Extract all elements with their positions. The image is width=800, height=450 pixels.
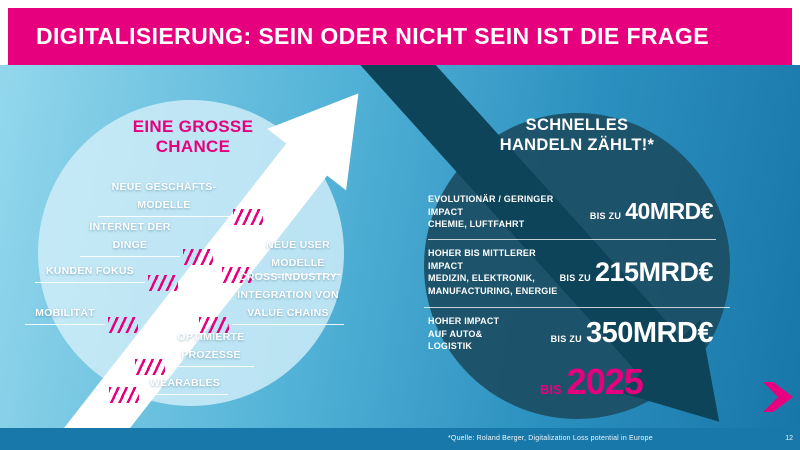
value-amount: 350MRD€	[585, 317, 714, 350]
chance-item: NEUE USER MODELLE	[222, 235, 341, 283]
forward-chevron-icon	[763, 382, 793, 412]
main-canvas: EINE GROSSE CHANCE NEUE GESCHÄFTS- MODEL…	[0, 65, 800, 450]
value-prefix: BIS ZU	[550, 334, 582, 345]
impact-row: HOHER BIS MITTLERER IMPACT MEDIZIN, ELEK…	[428, 247, 714, 297]
slash-marks-icon	[233, 209, 263, 225]
footer-bar: *Quelle: Roland Berger, Digitalization L…	[0, 428, 800, 450]
chance-item-label: NEUE GESCHÄFTS- MODELLE	[111, 181, 217, 211]
impact-row: EVOLUTIONÄR / GERINGER IMPACT CHEMIE, LU…	[428, 193, 713, 231]
slash-marks-icon	[199, 317, 229, 333]
value-prefix: BIS ZU	[559, 272, 591, 283]
slash-marks-icon	[108, 317, 138, 333]
value-amount: 40MRD€	[625, 198, 713, 225]
slash-marks-icon	[148, 275, 178, 291]
value-prefix: BIS ZU	[589, 211, 622, 222]
chance-item: NEUE GESCHÄFTS- MODELLE	[98, 177, 263, 225]
slash-marks-icon	[135, 359, 165, 375]
chance-item-label: WEARABLES	[149, 377, 221, 389]
chance-item: OPTIMIERTE PROZESSE	[135, 327, 254, 375]
chance-item: INTERNET DER DINGE	[80, 217, 213, 265]
value-amount: 215MRD€	[594, 256, 714, 287]
chance-item-label: CROSS-INDUSTRY INTEGRATION VON VALUE CHA…	[237, 271, 339, 319]
chance-item: CROSS-INDUSTRY INTEGRATION VON VALUE CHA…	[199, 267, 344, 333]
deadline: BIS 2025	[540, 361, 644, 403]
chance-heading: EINE GROSSE CHANCE	[132, 117, 254, 157]
page-number: 12	[785, 435, 793, 442]
row-divider	[424, 307, 730, 308]
impact-row-value: BIS ZU 40MRD€	[589, 198, 714, 225]
impact-row: HOHER IMPACT AUF AUTO& LOGISTIK BIS ZU 3…	[428, 315, 714, 353]
slash-marks-icon	[222, 267, 252, 283]
impact-heading: SCHNELLES HANDELN ZÄHLT!*	[499, 116, 655, 155]
chance-item-label: KUNDEN FOKUS	[45, 265, 135, 277]
descending-arrow-icon	[337, 65, 720, 422]
page-title: DIGITALISIERUNG: SEIN ODER NICHT SEIN IS…	[36, 23, 709, 49]
chance-item-label: OPTIMIERTE PROZESSE	[177, 331, 245, 361]
impact-row-label: EVOLUTIONÄR / GERINGER IMPACT CHEMIE, LU…	[428, 194, 554, 230]
deadline-year: 2025	[566, 361, 644, 402]
header-bar: DIGITALISIERUNG: SEIN ODER NICHT SEIN IS…	[8, 8, 792, 65]
slash-marks-icon	[109, 387, 139, 403]
impact-row-label: HOHER IMPACT AUF AUTO& LOGISTIK	[428, 316, 500, 352]
row-divider	[428, 239, 716, 240]
chance-item: MOBILITÄT	[25, 303, 138, 333]
chance-item: KUNDEN FOKUS	[35, 261, 178, 291]
chance-item: WEARABLES	[109, 373, 228, 403]
chance-item-label: NEUE USER MODELLE	[266, 239, 330, 269]
source-footnote: *Quelle: Roland Berger, Digitalization L…	[448, 435, 653, 442]
deadline-prefix: BIS	[540, 382, 562, 397]
impact-row-value: BIS ZU 215MRD€	[559, 256, 714, 288]
impact-row-label: HOHER BIS MITTLERER IMPACT MEDIZIN, ELEK…	[428, 248, 558, 296]
impact-row-value: BIS ZU 350MRD€	[550, 317, 714, 350]
chance-item-label: MOBILITÄT	[35, 307, 95, 319]
slash-marks-icon	[183, 249, 213, 265]
chance-item-label: INTERNET DER DINGE	[89, 221, 171, 251]
